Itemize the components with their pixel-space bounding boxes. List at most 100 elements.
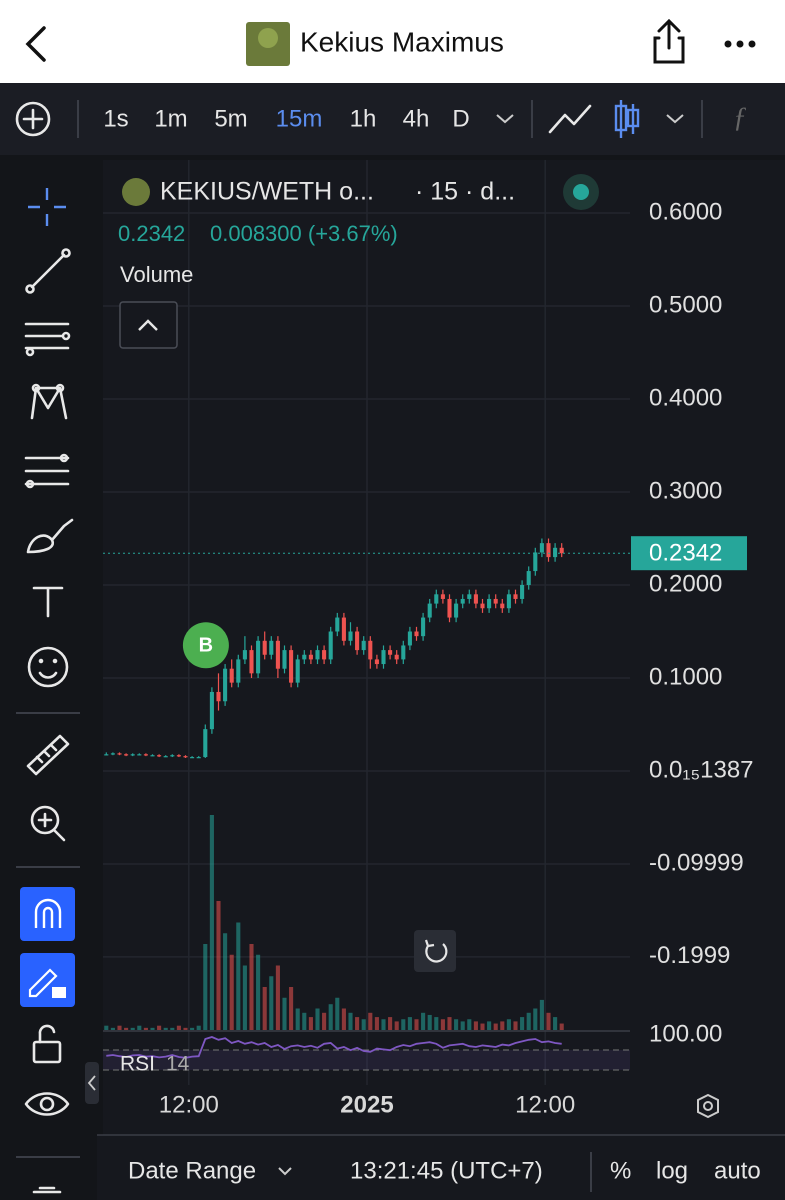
volume-bar xyxy=(526,1012,531,1030)
candle-body xyxy=(110,753,115,755)
volume-bar xyxy=(520,1017,525,1030)
crosshair-tool[interactable] xyxy=(28,188,66,226)
volume-bar xyxy=(559,1023,564,1030)
pattern-tool[interactable] xyxy=(30,383,68,420)
timeframe-button[interactable]: 4h xyxy=(403,105,430,132)
volume-bar xyxy=(209,815,214,1030)
candle-body xyxy=(539,543,544,553)
text-tool[interactable] xyxy=(32,586,64,618)
timeframe-button[interactable]: 1h xyxy=(350,105,377,132)
candle-body xyxy=(454,603,459,618)
volume-bar xyxy=(163,1027,168,1030)
volume-bar xyxy=(176,1025,181,1030)
delete-button[interactable] xyxy=(32,1186,62,1194)
x-tick-label: 12:00 xyxy=(159,1091,219,1118)
volume-bar xyxy=(434,1017,439,1030)
timeframe-button[interactable]: 5m xyxy=(214,105,247,132)
zoom-tool[interactable] xyxy=(30,805,66,842)
candle-body xyxy=(176,755,181,757)
candle-body xyxy=(381,650,386,665)
timeframe-button[interactable]: D xyxy=(452,105,469,132)
timeframe-dropdown[interactable] xyxy=(496,114,514,124)
timeframe-button[interactable]: 15m xyxy=(276,105,323,132)
timeframe-button[interactable]: 1s xyxy=(103,105,128,132)
back-button[interactable] xyxy=(25,26,46,62)
indicators-button[interactable]: ƒ xyxy=(733,102,747,133)
volume-bar xyxy=(460,1021,465,1030)
unlock-button[interactable] xyxy=(32,1024,62,1064)
candle-chart-button[interactable] xyxy=(614,100,640,138)
candle-body xyxy=(229,668,234,683)
volume-bar xyxy=(183,1027,188,1030)
y-tick-label: 0.2000 xyxy=(649,570,722,597)
volume-bar xyxy=(447,1017,452,1030)
settings-icon xyxy=(703,1101,713,1111)
candle-body xyxy=(295,659,300,683)
visibility-button[interactable] xyxy=(24,1092,70,1116)
ruler-tool[interactable] xyxy=(26,734,70,776)
lock-icon xyxy=(52,987,66,998)
reset-button[interactable] xyxy=(414,930,456,972)
candle-body xyxy=(150,755,155,757)
candle-body xyxy=(282,650,287,669)
brush-tool[interactable] xyxy=(26,518,74,554)
candle-body xyxy=(137,754,142,756)
volume-bar xyxy=(196,1025,201,1030)
volume-bar xyxy=(513,1021,518,1030)
candle-body xyxy=(328,631,333,660)
volume-bar xyxy=(269,976,274,1030)
emoji-tool[interactable] xyxy=(27,646,69,688)
candle-body xyxy=(513,594,518,599)
volume-bar xyxy=(190,1027,195,1030)
sidebar-toggle[interactable] xyxy=(85,1062,99,1104)
candle-body xyxy=(249,650,254,674)
volume-bar xyxy=(368,1012,373,1030)
settings-button[interactable] xyxy=(697,1093,719,1119)
lock-drawing-button[interactable] xyxy=(20,953,75,1007)
collapse-button[interactable] xyxy=(119,301,178,349)
volume-bar xyxy=(500,1021,505,1030)
date-range-dropdown xyxy=(278,1167,292,1176)
candle-body xyxy=(526,571,531,586)
volume-bar xyxy=(533,1008,538,1030)
share-button[interactable] xyxy=(653,18,685,64)
timeframe-button[interactable]: 1m xyxy=(154,105,187,132)
volume-bar xyxy=(546,1012,551,1030)
more-button[interactable] xyxy=(724,40,756,48)
candle-body xyxy=(308,654,313,660)
y-tick-label: 0.3000 xyxy=(649,477,722,504)
header-title: Kekius Maximus xyxy=(300,26,504,57)
date-range[interactable]: Date Range xyxy=(128,1157,256,1184)
y-tick-label: 0.0₁₅1387 xyxy=(649,756,754,783)
line-tool[interactable] xyxy=(25,248,71,294)
y-tick-label: 0.5000 xyxy=(649,291,722,318)
candle-body xyxy=(242,650,247,660)
volume-bar xyxy=(130,1027,135,1030)
rsi-line xyxy=(106,1036,562,1059)
volume-bar xyxy=(473,1021,478,1030)
symbol-interval: · 15 · d... xyxy=(415,178,515,206)
candle-body xyxy=(440,594,445,599)
candle-body xyxy=(104,754,109,756)
symbol-name: KEKIUS/WETH o... xyxy=(160,178,374,206)
add-button[interactable] xyxy=(15,101,51,137)
parallel-tool[interactable] xyxy=(24,322,71,357)
volume-bar xyxy=(157,1025,162,1030)
volume-bar xyxy=(341,1008,346,1030)
magnet-button[interactable] xyxy=(20,887,75,941)
clock: 13:21:45 (UTC+7) xyxy=(350,1157,543,1184)
volume-bar xyxy=(427,1014,432,1030)
pencil-icon xyxy=(28,968,58,998)
candle-body xyxy=(163,756,168,758)
legend-change: 0.008300 (+3.67%) xyxy=(210,221,398,246)
volume-bar xyxy=(506,1019,511,1030)
log-toggle[interactable]: log xyxy=(656,1157,688,1184)
volume-bar xyxy=(124,1027,129,1030)
chart-type-dropdown[interactable] xyxy=(666,114,684,124)
line-chart-button[interactable] xyxy=(548,104,592,134)
auto-toggle[interactable]: auto xyxy=(714,1157,761,1184)
fib-tool[interactable] xyxy=(24,453,70,489)
percent-toggle[interactable]: % xyxy=(610,1157,631,1184)
